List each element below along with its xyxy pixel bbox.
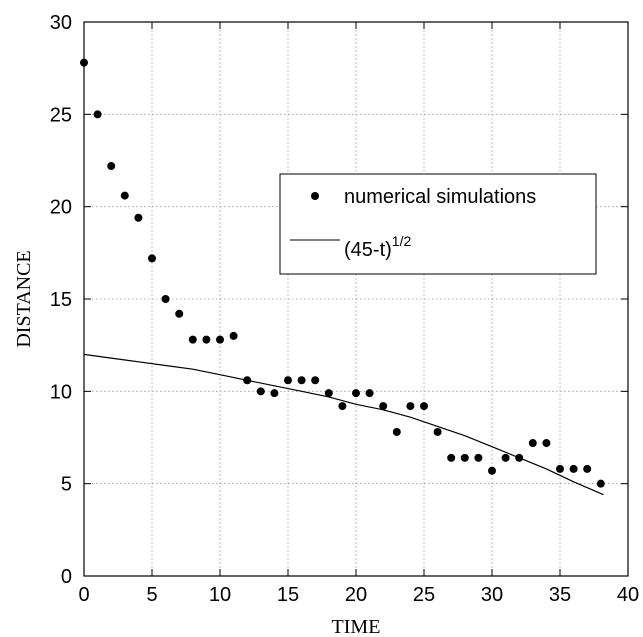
x-tick-label: 0 [78, 584, 89, 606]
data-point [256, 387, 265, 396]
data-point [229, 331, 238, 340]
data-point [134, 213, 143, 222]
y-tick-label: 25 [50, 104, 72, 126]
legend-label-fit-base: (45-t) [344, 239, 392, 261]
axis-ticks [83, 21, 629, 577]
data-point [120, 191, 129, 200]
data-point [447, 453, 456, 462]
legend-label-fit: (45-t)1/2 [344, 233, 411, 261]
fit-curve-layer [83, 353, 604, 496]
tick-labels: 0 5 10 15 20 25 30 35 40 0 5 10 15 20 25 30 [50, 12, 639, 606]
x-tick-label: 40 [617, 584, 639, 606]
y-tick-label: 30 [50, 12, 72, 34]
data-point [596, 479, 605, 488]
data-point [324, 389, 333, 398]
y-axis-title: DISTANCE [13, 250, 35, 347]
legend: numerical simulations (45-t)1/2 [279, 173, 597, 275]
data-point [433, 427, 442, 436]
y-tick-label: 10 [50, 381, 72, 403]
data-point [161, 295, 170, 303]
x-tick-label: 30 [481, 584, 503, 606]
data-point [379, 402, 388, 411]
data-point [460, 453, 469, 462]
data-point [365, 389, 374, 398]
data-point [270, 389, 279, 398]
data-point [338, 402, 347, 411]
data-point [515, 453, 524, 462]
data-point [93, 110, 102, 119]
data-point [284, 376, 292, 385]
x-tick-label: 10 [209, 584, 231, 606]
data-point [80, 58, 88, 67]
x-axis-title: TIME [332, 616, 381, 637]
data-point [175, 309, 184, 318]
data-point [202, 335, 211, 344]
legend-box [279, 173, 597, 275]
x-tick-label: 20 [345, 584, 367, 606]
legend-marker-points [311, 192, 319, 200]
x-tick-label: 35 [549, 584, 571, 606]
legend-label-simulations: numerical simulations [344, 186, 536, 208]
data-point [188, 335, 197, 344]
data-points-layer [80, 58, 605, 488]
data-point [569, 464, 578, 473]
legend-label-fit-exponent: 1/2 [392, 233, 412, 249]
x-tick-label: 15 [277, 584, 299, 606]
data-point [542, 439, 551, 448]
y-tick-label: 20 [50, 197, 72, 219]
data-point [148, 254, 156, 263]
x-tick-label: 5 [146, 584, 157, 606]
data-point [297, 376, 306, 385]
data-point [556, 464, 564, 473]
data-point [474, 453, 483, 462]
data-point [488, 466, 496, 475]
data-point [501, 453, 510, 462]
data-point [406, 402, 415, 411]
x-tick-label: 25 [413, 584, 435, 606]
data-point [583, 464, 592, 473]
data-point [528, 439, 537, 448]
data-point [420, 402, 428, 411]
y-tick-label: 15 [50, 289, 72, 311]
data-point [311, 376, 320, 385]
y-tick-label: 0 [61, 566, 72, 588]
data-point [216, 335, 224, 344]
data-point [392, 427, 401, 436]
data-point [107, 162, 116, 171]
data-point [243, 376, 252, 385]
y-tick-label: 5 [61, 474, 72, 496]
fit-curve [83, 353, 604, 496]
data-point [352, 389, 360, 398]
